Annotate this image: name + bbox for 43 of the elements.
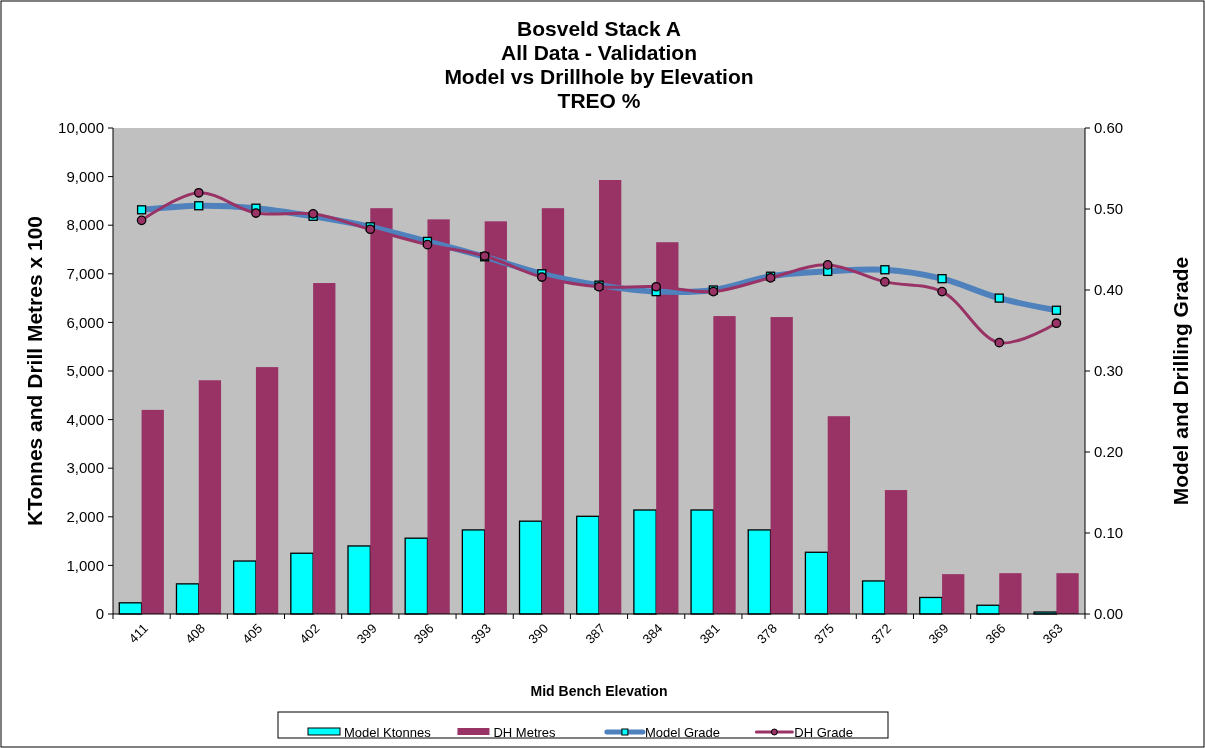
x-tick-label: 390 xyxy=(525,620,552,647)
x-tick-label: 405 xyxy=(239,620,266,647)
x-tick-label: 402 xyxy=(296,620,323,647)
x-tick-label: 363 xyxy=(1039,620,1066,647)
legend-label: Model Ktonnes xyxy=(344,724,432,740)
x-tick-label: 396 xyxy=(410,620,437,647)
y2-axis-title: Model and Drilling Grade xyxy=(1169,256,1192,506)
legend-label: DH Grade xyxy=(794,724,853,740)
y-tick-label: 10,000 xyxy=(58,119,104,137)
y2-tick-label: 0.60 xyxy=(1094,119,1124,137)
y2-tick-label: 0.20 xyxy=(1094,443,1124,461)
y2-tick-label: 0.30 xyxy=(1094,362,1124,380)
x-tick-label: 387 xyxy=(582,620,609,647)
y2-tick-label: 0.00 xyxy=(1094,605,1124,623)
y-tick-label: 6,000 xyxy=(66,313,104,331)
y-tick-label: 7,000 xyxy=(66,265,104,283)
x-tick-label: 372 xyxy=(868,620,895,647)
chart-title: Bosveld Stack A All Data - Validation Model vs Drillhole by Elevation TREO % xyxy=(444,17,754,112)
y-tick-label: 3,000 xyxy=(66,459,104,477)
y-tick-label: 8,000 xyxy=(66,216,104,234)
x-tick-label: 393 xyxy=(468,620,494,647)
x-tick-label: 381 xyxy=(696,620,723,647)
x-tick-label: 369 xyxy=(925,620,952,647)
y2-tick-label: 0.50 xyxy=(1094,200,1124,218)
y-tick-label: 5,000 xyxy=(66,362,104,380)
y2-tick-label: 0.40 xyxy=(1094,281,1124,299)
legend-label: Model Grade xyxy=(644,724,721,740)
y2-tick-label: 0.10 xyxy=(1094,524,1124,542)
legend-label: DH Metres xyxy=(493,724,557,740)
x-axis-title: Mid Bench Elevation xyxy=(530,683,668,699)
y-tick-label: 0 xyxy=(95,605,104,623)
x-tick-label: 384 xyxy=(639,620,666,647)
y-axis-title: KTonnes and Drill Metres x 100 xyxy=(23,215,46,527)
x-tick-label: 408 xyxy=(182,620,209,647)
x-tick-label: 375 xyxy=(811,620,838,647)
x-tick-label: 378 xyxy=(753,620,780,647)
y-tick-label: 2,000 xyxy=(66,508,104,526)
y-tick-label: 4,000 xyxy=(66,410,104,428)
x-tick-label: 411 xyxy=(125,620,151,646)
y-tick-label: 9,000 xyxy=(66,167,104,185)
x-tick-label: 399 xyxy=(353,620,380,647)
x-tick-label: 366 xyxy=(982,620,1009,647)
y-tick-label: 1,000 xyxy=(66,556,104,574)
